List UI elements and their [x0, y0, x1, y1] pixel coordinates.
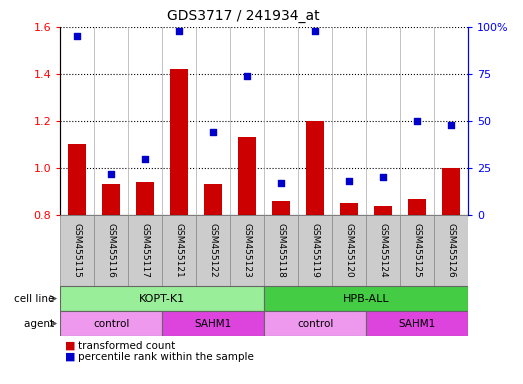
Point	[379, 174, 388, 180]
Text: GSM455125: GSM455125	[413, 223, 422, 278]
Bar	[340, 203, 358, 215]
Bar	[60, 215, 94, 286]
Text: GSM455126: GSM455126	[447, 223, 456, 278]
Text: HPB-ALL: HPB-ALL	[343, 293, 390, 304]
Bar	[68, 144, 86, 215]
Bar	[128, 215, 162, 286]
Bar	[332, 215, 366, 286]
Point	[413, 118, 422, 124]
Title: GDS3717 / 241934_at: GDS3717 / 241934_at	[167, 9, 320, 23]
Text: cell line: cell line	[14, 293, 58, 304]
Point	[447, 122, 456, 128]
Text: GSM455115: GSM455115	[73, 223, 82, 278]
Text: control: control	[297, 318, 333, 329]
Bar	[238, 137, 256, 215]
Text: GSM455116: GSM455116	[107, 223, 116, 278]
Bar	[204, 184, 222, 215]
Text: ■: ■	[65, 352, 79, 362]
Text: transformed count: transformed count	[78, 341, 176, 351]
Point	[209, 129, 218, 135]
Point	[175, 28, 184, 34]
Bar	[170, 69, 188, 215]
Bar	[102, 184, 120, 215]
Text: SAHM1: SAHM1	[195, 318, 232, 329]
Text: GSM455124: GSM455124	[379, 223, 388, 278]
Bar	[60, 286, 264, 311]
Text: agent: agent	[24, 318, 58, 329]
Bar	[230, 215, 264, 286]
Text: GSM455121: GSM455121	[175, 223, 184, 278]
Bar	[264, 215, 298, 286]
Bar	[298, 215, 332, 286]
Text: GSM455117: GSM455117	[141, 223, 150, 278]
Text: GSM455120: GSM455120	[345, 223, 354, 278]
Bar	[264, 286, 468, 311]
Bar	[400, 215, 434, 286]
Text: GSM455123: GSM455123	[243, 223, 252, 278]
Bar	[374, 206, 392, 215]
Text: control: control	[93, 318, 129, 329]
Bar	[162, 215, 196, 286]
Bar	[136, 182, 154, 215]
Text: GSM455119: GSM455119	[311, 223, 320, 278]
Point	[311, 28, 320, 34]
Bar	[434, 215, 468, 286]
Text: SAHM1: SAHM1	[399, 318, 436, 329]
Bar	[162, 311, 264, 336]
Point	[345, 178, 354, 184]
Bar	[366, 215, 400, 286]
Point	[243, 73, 252, 79]
Bar	[408, 199, 426, 215]
Bar	[272, 201, 290, 215]
Text: KOPT-K1: KOPT-K1	[139, 293, 185, 304]
Text: ■: ■	[65, 341, 79, 351]
Bar	[196, 215, 230, 286]
Bar	[442, 168, 460, 215]
Text: GSM455122: GSM455122	[209, 223, 218, 278]
Bar	[366, 311, 468, 336]
Point	[141, 156, 150, 162]
Point	[277, 180, 286, 186]
Bar	[94, 215, 128, 286]
Bar	[306, 121, 324, 215]
Bar	[60, 311, 162, 336]
Point	[107, 170, 116, 177]
Point	[73, 33, 82, 40]
Bar	[264, 311, 366, 336]
Text: percentile rank within the sample: percentile rank within the sample	[78, 352, 254, 362]
Text: GSM455118: GSM455118	[277, 223, 286, 278]
